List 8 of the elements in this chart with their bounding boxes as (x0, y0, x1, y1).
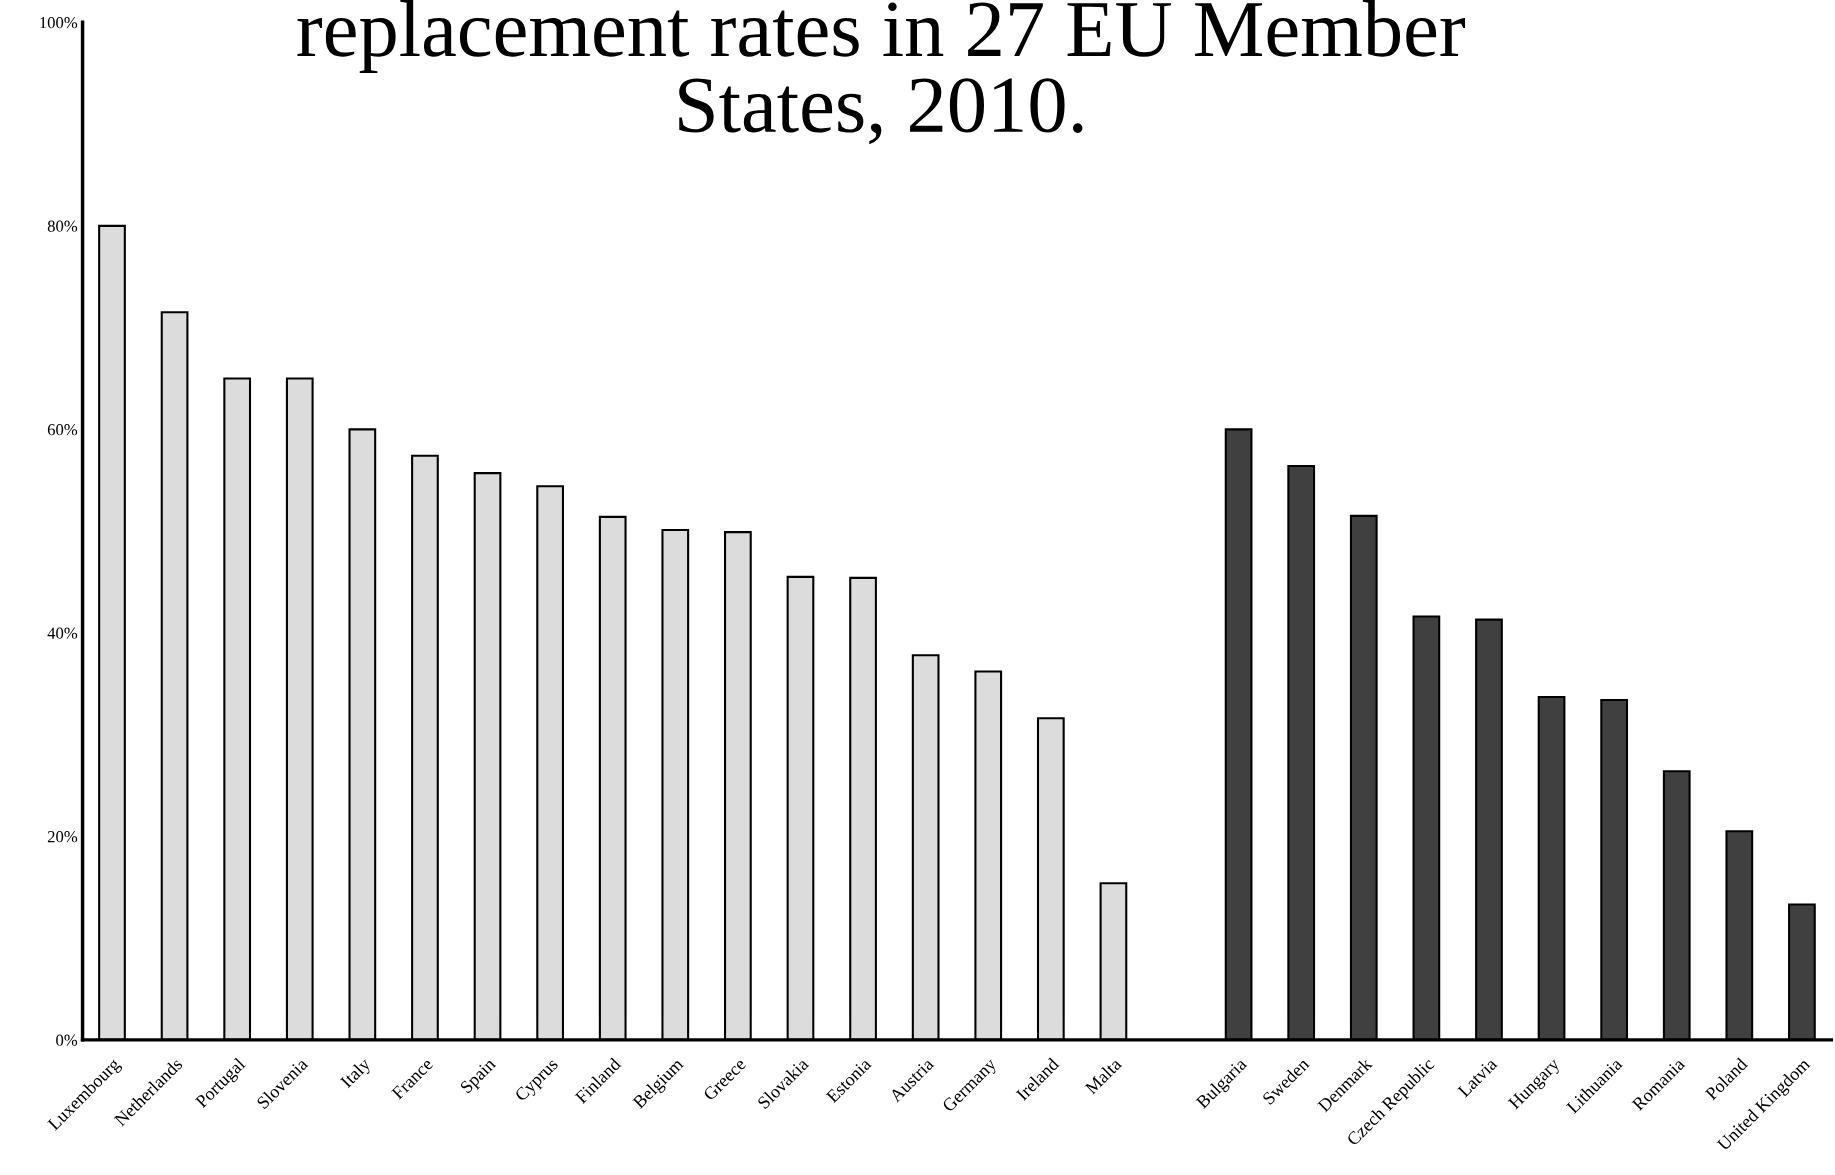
chart-title: replacement rates in 27 EU Member States, 2010. (297, 0, 1465, 145)
x-tick-label: Italy (339, 1056, 374, 1092)
y-tick-label: 100% (40, 17, 78, 29)
y-tick-label: 60% (47, 424, 78, 436)
y-tick-label: 20% (47, 831, 78, 843)
y-tick-label: 0% (56, 1034, 78, 1046)
y-tick-label: 80% (47, 220, 78, 232)
y-tick-label: 40% (47, 627, 78, 639)
